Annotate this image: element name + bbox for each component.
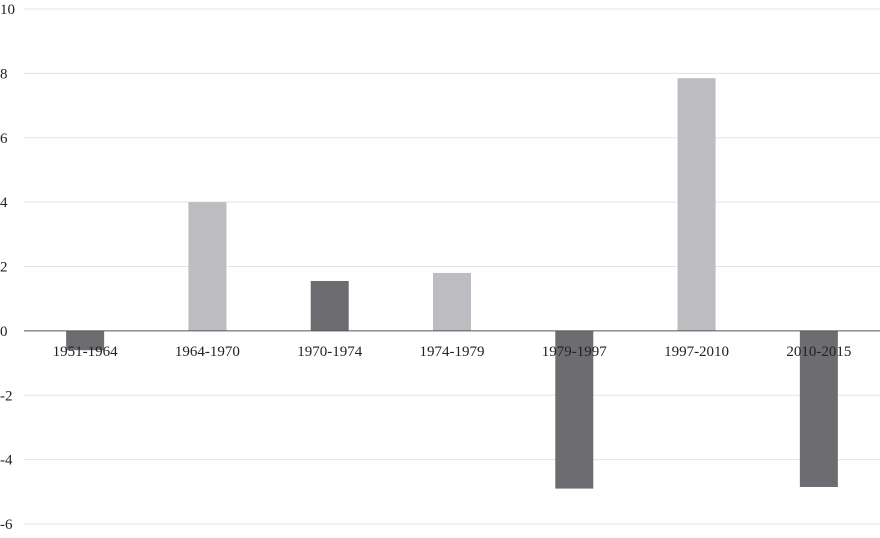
bar [555, 330, 594, 489]
x-tick-label: 1964-1970 [175, 344, 240, 360]
x-tick-label: 1951-1964 [53, 344, 118, 360]
y-tick-label: 6 [0, 131, 8, 147]
x-tick-label: 1970-1974 [297, 344, 362, 360]
x-tick-label: 1974-1979 [420, 344, 485, 360]
x-tick-label: 1979-1997 [542, 344, 607, 360]
y-tick-label: -4 [0, 453, 13, 469]
x-tick-label: 1997-2010 [664, 344, 729, 360]
bar [799, 330, 838, 487]
bars [66, 78, 838, 489]
bar [188, 202, 227, 331]
bar [433, 272, 471, 331]
gridlines [24, 8, 880, 525]
bar [677, 78, 716, 331]
y-tick-label: -6 [0, 517, 13, 533]
y-tick-label: 10 [0, 2, 15, 18]
y-tick-label: 2 [0, 260, 8, 276]
y-tick-label: 8 [0, 66, 8, 82]
bar [66, 330, 105, 351]
y-tick-label: -2 [0, 388, 13, 404]
bar [310, 280, 349, 331]
x-tick-label: 2010-2015 [786, 344, 851, 360]
labels: 10 8 6 4 2 0 -2 -4 -6 1951-1964 1964-1970 1970-1974… [0, 2, 851, 533]
y-tick-label: 0 [0, 324, 8, 340]
y-tick-label: 4 [0, 195, 8, 211]
